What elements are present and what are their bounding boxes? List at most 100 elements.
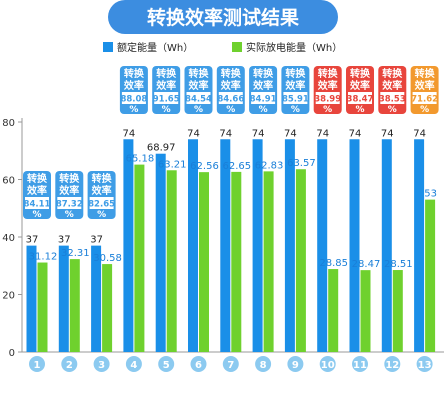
efficiency-value: 82.65 [88, 200, 115, 210]
badge-label: 转换 [318, 67, 339, 80]
efficiency-percent: % [388, 105, 397, 115]
badge-label: 转换 [221, 67, 242, 80]
bar-actual [102, 264, 113, 352]
bar-rated [220, 139, 231, 352]
efficiency-percent: % [194, 105, 203, 115]
badge-value-box [89, 197, 114, 209]
data-label-actual: 62.65 [222, 161, 251, 172]
bar-rated [188, 139, 198, 352]
bar-actual [263, 171, 274, 352]
data-label-rated: 74 [381, 128, 394, 139]
legend-swatch-rated [103, 42, 113, 52]
efficiency-value: 85.91 [282, 95, 309, 105]
badge-label: 转换 [253, 67, 274, 80]
efficiency-percent: % [97, 210, 106, 220]
badge-label: 转换 [350, 67, 371, 80]
data-label-actual: 62.56 [190, 161, 219, 172]
bar-actual [392, 270, 403, 352]
badge-label: 效率 [92, 184, 112, 197]
efficiency-percent: % [355, 105, 364, 115]
badge-value-box [251, 92, 276, 104]
data-label-rated: 37 [58, 235, 71, 246]
x-tick-label: 13 [418, 360, 432, 371]
data-label-rated: 74 [349, 128, 362, 139]
badge-label: 转换 [415, 67, 436, 80]
efficiency-percent: % [259, 105, 268, 115]
badge-value-box [412, 92, 437, 104]
data-label-actual: 53 [424, 189, 437, 200]
efficiency-badges: 转换效率84.11%转换效率87.32%转换效率82.65%转换效率88.08%… [23, 66, 439, 220]
x-category-circle [125, 356, 142, 372]
efficiency-value: 87.32 [56, 200, 83, 210]
data-label-actual: 63.21 [158, 159, 187, 170]
data-label-rated: 74 [413, 128, 426, 139]
x-category-circle [352, 356, 368, 372]
data-label-rated: 74 [316, 128, 329, 139]
efficiency-value: 84.66 [217, 95, 244, 105]
data-label-rated: 37 [26, 235, 39, 246]
bar-actual [360, 270, 371, 352]
badge-label: 转换 [156, 67, 177, 80]
legend-label-actual: 实际放电能量（Wh） [246, 41, 342, 54]
efficiency-percent: % [226, 105, 235, 115]
x-category-circle [384, 356, 401, 372]
bar-actual [231, 171, 242, 352]
bar-rated [155, 153, 166, 352]
badge-value-box [348, 92, 372, 104]
bar-actual [199, 172, 209, 352]
legend-label-rated: 额定能量（Wh） [117, 41, 193, 54]
data-label-rated: 74 [252, 128, 265, 139]
badge-value-box [25, 197, 49, 209]
data-label-rated: 68.97 [147, 143, 176, 154]
efficiency-value: 91.65 [153, 95, 180, 105]
efficiency-percent: % [65, 210, 74, 220]
efficiency-value: 84.91 [250, 95, 277, 105]
badge-label: 效率 [221, 79, 241, 92]
x-category-circle [190, 356, 207, 372]
x-category-circle [416, 356, 433, 372]
title-banner [108, 0, 338, 34]
data-label-rated: 74 [219, 128, 232, 139]
badge-label: 效率 [415, 79, 435, 92]
x-category-circle [222, 356, 239, 372]
legend-swatch-actual [232, 42, 242, 52]
bar-actual [425, 199, 436, 352]
badge-value-box [218, 92, 243, 104]
bar-actual [295, 169, 306, 352]
x-tick-label: 7 [227, 360, 234, 371]
x-category-circle [287, 356, 304, 372]
x-tick-label: 10 [321, 360, 335, 371]
y-tick-label: 20 [2, 291, 15, 302]
data-label-actual: 28.51 [384, 259, 413, 270]
data-label-rated: 74 [187, 128, 200, 139]
badge-value-box [283, 92, 308, 104]
badge-label: 转换 [124, 67, 145, 80]
badge-label: 效率 [350, 79, 370, 92]
y-tick-label: 60 [2, 176, 15, 187]
x-axis: 1 2 3 4 5 6 7 8 9 10 11 12 13 [29, 356, 433, 372]
y-tick-label: 40 [2, 233, 15, 244]
badge-label: 效率 [382, 79, 402, 92]
x-tick-label: 5 [163, 360, 170, 371]
data-label-rated: 74 [284, 128, 297, 139]
y-tick-label: 0 [9, 348, 15, 359]
badge-label: 效率 [59, 184, 79, 197]
efficiency-value: 38.47 [347, 95, 374, 105]
bar-rated [414, 139, 425, 352]
x-tick-label: 8 [260, 360, 267, 371]
efficiency-percent: % [323, 105, 332, 115]
x-tick-label: 6 [195, 360, 202, 371]
efficiency-value: 38.53 [379, 95, 406, 105]
badge-label: 转换 [285, 67, 306, 80]
badge-value-box [121, 92, 146, 104]
bar-rated [284, 139, 295, 352]
efficiency-value: 84.11 [24, 200, 51, 210]
x-tick-label: 3 [98, 360, 105, 371]
data-label-actual: 63.57 [287, 158, 316, 169]
bar-actual [166, 170, 177, 352]
badge-label: 转换 [92, 172, 113, 185]
badge-value-box [380, 92, 405, 104]
bar-rated [317, 139, 328, 352]
bar-actual [328, 269, 339, 352]
